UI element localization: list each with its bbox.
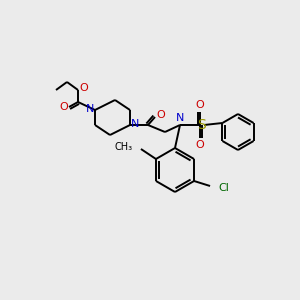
Text: S: S: [196, 118, 206, 132]
Text: N: N: [86, 104, 94, 114]
Text: Cl: Cl: [218, 183, 229, 193]
Text: N: N: [131, 119, 139, 129]
Text: O: O: [196, 140, 204, 150]
Text: O: O: [60, 102, 68, 112]
Text: N: N: [176, 113, 184, 123]
Text: CH₃: CH₃: [115, 142, 133, 152]
Text: O: O: [80, 83, 88, 93]
Text: O: O: [157, 110, 165, 120]
Text: O: O: [196, 100, 204, 110]
